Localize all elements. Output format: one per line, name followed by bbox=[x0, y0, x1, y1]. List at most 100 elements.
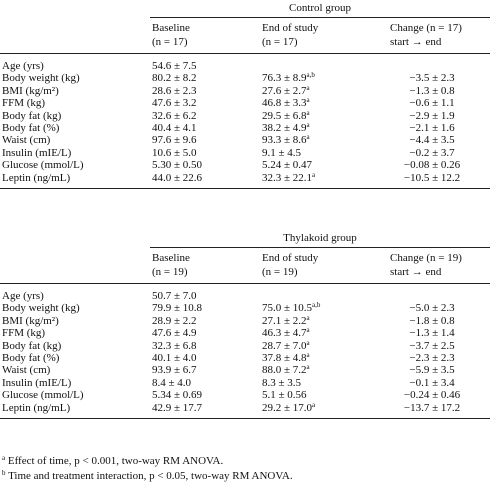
cell: 5.34 ± 0.69 bbox=[152, 389, 203, 402]
cell-value: 28.7 ± 7.0 bbox=[262, 339, 307, 352]
cell-value: 93.3 ± 8.6 bbox=[262, 134, 307, 147]
row-label: Body weight (kg) bbox=[2, 302, 80, 315]
cell: 47.6 ± 3.2 bbox=[152, 97, 197, 110]
column-header: start → end bbox=[390, 36, 442, 48]
cell-note-mark: a,b bbox=[312, 301, 321, 310]
cell-value: 46.8 ± 3.3 bbox=[262, 97, 307, 110]
cell: 54.6 ± 7.5 bbox=[152, 60, 197, 72]
column-header: Change (n = 17) bbox=[390, 22, 462, 34]
rule bbox=[0, 283, 490, 284]
cell: 28.9 ± 2.2 bbox=[152, 314, 197, 327]
group-title: Thylakoid group bbox=[283, 232, 357, 244]
cell-note-mark: a bbox=[312, 170, 316, 179]
cell: 37.8 ± 4.8a bbox=[262, 351, 310, 365]
cell: 29.2 ± 17.0a bbox=[262, 401, 315, 415]
cell: 40.4 ± 4.1 bbox=[152, 122, 197, 134]
cell: −1.8 ± 0.8 bbox=[409, 314, 455, 327]
row-label: FFM (kg) bbox=[2, 327, 46, 340]
row-label: BMI (kg/m²) bbox=[2, 84, 59, 97]
cell: 75.0 ± 10.5a,b bbox=[262, 301, 320, 315]
cell-value: 27.1 ± 2.2 bbox=[262, 314, 307, 327]
column-header: Baseline bbox=[152, 252, 190, 264]
cell: −2.1 ± 1.6 bbox=[409, 122, 455, 134]
cell-value: 32.3 ± 22.1 bbox=[262, 171, 313, 184]
cell: −0.08 ± 0.26 bbox=[403, 159, 461, 172]
row-label: Body fat (%) bbox=[2, 122, 60, 134]
cell: 46.3 ± 4.7a bbox=[262, 326, 310, 340]
cell-value: 29.5 ± 6.8 bbox=[262, 109, 307, 122]
footnote: b Time and treatment interaction, p < 0.… bbox=[2, 469, 293, 483]
rule bbox=[0, 188, 490, 189]
cell: −2.3 ± 2.3 bbox=[409, 352, 455, 364]
cell: −5.0 ± 2.3 bbox=[409, 302, 455, 315]
cell: 47.6 ± 4.9 bbox=[152, 327, 197, 340]
cell: 44.0 ± 22.6 bbox=[152, 171, 203, 184]
rule bbox=[0, 53, 490, 54]
cell: 40.1 ± 4.0 bbox=[152, 352, 197, 364]
cell-value: 46.3 ± 4.7 bbox=[262, 327, 307, 340]
cell: 29.5 ± 6.8a bbox=[262, 109, 310, 123]
row-label: Waist (cm) bbox=[2, 364, 51, 377]
row-label: Body fat (kg) bbox=[2, 109, 62, 122]
column-header: (n = 17) bbox=[262, 36, 298, 48]
column-header: (n = 19) bbox=[152, 266, 188, 278]
cell: 79.9 ± 10.8 bbox=[152, 302, 203, 315]
column-header: Change (n = 19) bbox=[390, 252, 462, 264]
footnote-text: Effect of time, p < 0.001, two-way RM AN… bbox=[7, 455, 224, 467]
cell: −13.7 ± 17.2 bbox=[403, 401, 461, 414]
footnote: a Effect of time, p < 0.001, two-way RM … bbox=[2, 454, 223, 468]
cell: 42.9 ± 17.7 bbox=[152, 401, 203, 414]
row-label: Insulin (mIE/L) bbox=[2, 146, 72, 159]
cell: −2.9 ± 1.9 bbox=[409, 109, 455, 122]
cell: 50.7 ± 7.0 bbox=[152, 290, 197, 302]
cell-note-mark: a bbox=[306, 108, 310, 117]
cell: 8.3 ± 3.5 bbox=[262, 376, 302, 389]
cell-note-mark: a,b bbox=[306, 71, 315, 80]
cell-note-mark: a bbox=[306, 338, 310, 347]
cell: 9.1 ± 4.5 bbox=[262, 146, 302, 159]
row-label: Age (yrs) bbox=[2, 60, 44, 72]
rule bbox=[150, 17, 490, 18]
cell: −0.6 ± 1.1 bbox=[409, 97, 455, 110]
cell: 97.6 ± 9.6 bbox=[152, 134, 197, 147]
row-label: FFM (kg) bbox=[2, 97, 46, 110]
cell-note-mark: a bbox=[306, 313, 310, 322]
cell-value: 27.6 ± 2.7 bbox=[262, 84, 307, 97]
cell: 5.30 ± 0.50 bbox=[152, 159, 203, 172]
column-header: Baseline bbox=[152, 22, 190, 34]
cell: 38.2 ± 4.9a bbox=[262, 121, 310, 135]
footnote-mark: a bbox=[2, 454, 6, 462]
row-label: Waist (cm) bbox=[2, 134, 51, 147]
cell: 10.6 ± 5.0 bbox=[152, 146, 197, 159]
cell-note-mark: a bbox=[306, 363, 310, 372]
cell-note-mark: a bbox=[312, 400, 316, 409]
row-label: Leptin (ng/mL) bbox=[2, 171, 71, 184]
footnote-text: Time and treatment interaction, p < 0.05… bbox=[8, 470, 293, 482]
column-header: (n = 19) bbox=[262, 266, 298, 278]
cell: 76.3 ± 8.9a,b bbox=[262, 71, 315, 85]
cell: −0.2 ± 3.7 bbox=[409, 146, 455, 159]
cell: 32.3 ± 22.1a bbox=[262, 171, 315, 185]
row-label: Leptin (ng/mL) bbox=[2, 401, 71, 414]
cell-note-mark: a bbox=[306, 83, 310, 92]
cell-note-mark: a bbox=[306, 121, 310, 129]
column-header: (n = 17) bbox=[152, 36, 188, 48]
group-title: Control group bbox=[288, 2, 352, 14]
row-label: BMI (kg/m²) bbox=[2, 314, 59, 327]
cell: 93.3 ± 8.6a bbox=[262, 133, 310, 147]
cell-value: 29.2 ± 17.0 bbox=[262, 401, 313, 414]
column-header: End of study bbox=[262, 22, 319, 34]
cell: 80.2 ± 8.2 bbox=[152, 72, 197, 85]
cell-note-mark: a bbox=[306, 351, 310, 359]
cell-value: 75.0 ± 10.5 bbox=[262, 302, 313, 315]
column-header: End of study bbox=[262, 252, 319, 264]
footnote-mark: b bbox=[2, 469, 6, 477]
cell: −0.24 ± 0.46 bbox=[403, 389, 461, 402]
cell-value: 37.8 ± 4.8 bbox=[262, 352, 307, 364]
rule bbox=[150, 247, 490, 248]
cell-value: 76.3 ± 8.9 bbox=[262, 72, 307, 85]
row-label: Glucose (mmol/L) bbox=[2, 159, 84, 172]
cell: 8.4 ± 4.0 bbox=[152, 376, 192, 389]
row-label: Body fat (kg) bbox=[2, 339, 62, 352]
row-label: Glucose (mmol/L) bbox=[2, 389, 84, 402]
